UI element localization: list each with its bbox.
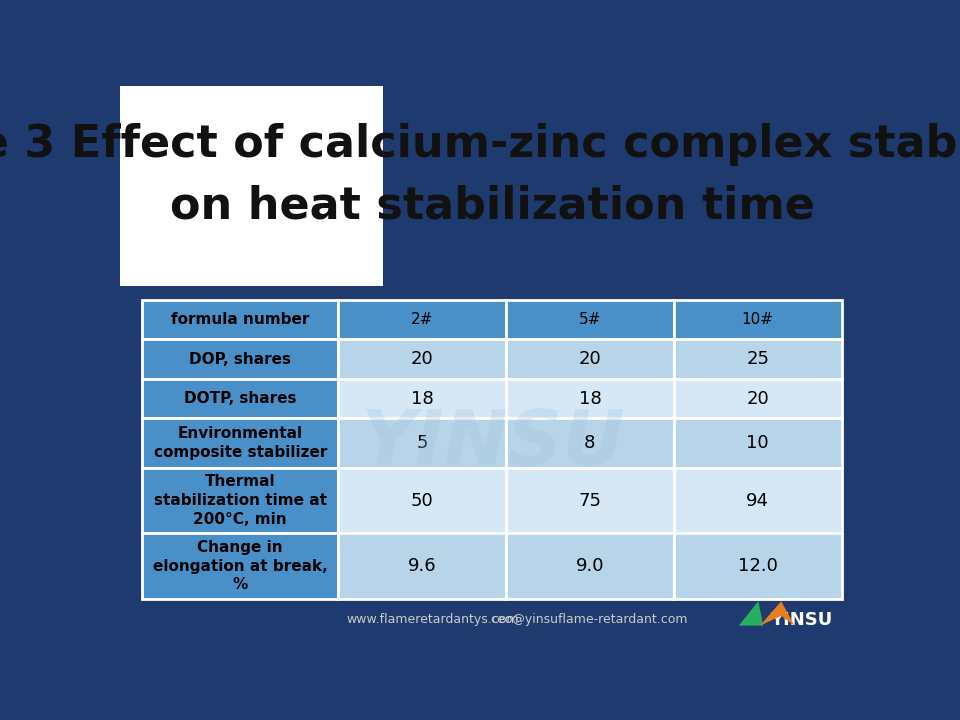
Text: on heat stabilization time: on heat stabilization time [170, 184, 814, 227]
Bar [674, 339, 842, 379]
Text: YINSU: YINSU [360, 407, 624, 481]
Bar [338, 534, 506, 599]
Text: Environmental
composite stabilizer: Environmental composite stabilizer [154, 426, 327, 460]
Text: 5#: 5# [579, 312, 601, 327]
Polygon shape [738, 601, 763, 626]
Bar [338, 467, 506, 534]
Text: Table 3 Effect of calcium-zinc complex stabilizers: Table 3 Effect of calcium-zinc complex s… [0, 123, 960, 166]
Bar [142, 300, 338, 339]
Bar [142, 339, 338, 379]
Text: ceo@yinsuflame-retardant.com: ceo@yinsuflame-retardant.com [490, 613, 687, 626]
Text: DOTP, shares: DOTP, shares [184, 391, 297, 406]
Polygon shape [760, 601, 794, 626]
Bar [674, 467, 842, 534]
Bar [674, 418, 842, 467]
Text: Change in
elongation at break,
%: Change in elongation at break, % [153, 540, 327, 593]
Bar [506, 467, 674, 534]
Bar [338, 418, 506, 467]
Text: 20: 20 [746, 390, 769, 408]
Bar [506, 534, 674, 599]
Text: 8: 8 [585, 434, 595, 452]
Text: 18: 18 [579, 390, 601, 408]
Bar [674, 300, 842, 339]
Bar [120, 286, 864, 641]
Bar [142, 534, 338, 599]
Text: 10#: 10# [742, 312, 774, 327]
Text: 18: 18 [411, 390, 433, 408]
Bar [142, 379, 338, 418]
Bar [506, 300, 674, 339]
Bar [506, 339, 674, 379]
Bar [338, 379, 506, 418]
Text: 94: 94 [746, 492, 769, 510]
Bar [142, 467, 338, 534]
Bar [338, 339, 506, 379]
Text: 9.6: 9.6 [408, 557, 437, 575]
Bar [506, 379, 674, 418]
Text: 12.0: 12.0 [738, 557, 778, 575]
Text: YINSU: YINSU [770, 611, 832, 629]
Text: DOP, shares: DOP, shares [189, 351, 291, 366]
Bar [383, 86, 864, 286]
Text: Thermal
stabilization time at
200°C, min: Thermal stabilization time at 200°C, min [154, 474, 326, 526]
Bar [142, 418, 338, 467]
Text: formula number: formula number [171, 312, 309, 327]
Bar [506, 418, 674, 467]
Text: 50: 50 [411, 492, 433, 510]
Text: 20: 20 [579, 350, 601, 368]
Text: 9.0: 9.0 [576, 557, 604, 575]
Bar [120, 86, 383, 286]
Text: 10: 10 [747, 434, 769, 452]
Text: 20: 20 [411, 350, 433, 368]
Bar [674, 379, 842, 418]
Bar [338, 300, 506, 339]
Text: 2#: 2# [411, 312, 433, 327]
Text: 5: 5 [417, 434, 428, 452]
Text: www.flameretardantys.com: www.flameretardantys.com [347, 613, 518, 626]
Text: 25: 25 [746, 350, 769, 368]
Text: 75: 75 [579, 492, 601, 510]
Bar [674, 534, 842, 599]
